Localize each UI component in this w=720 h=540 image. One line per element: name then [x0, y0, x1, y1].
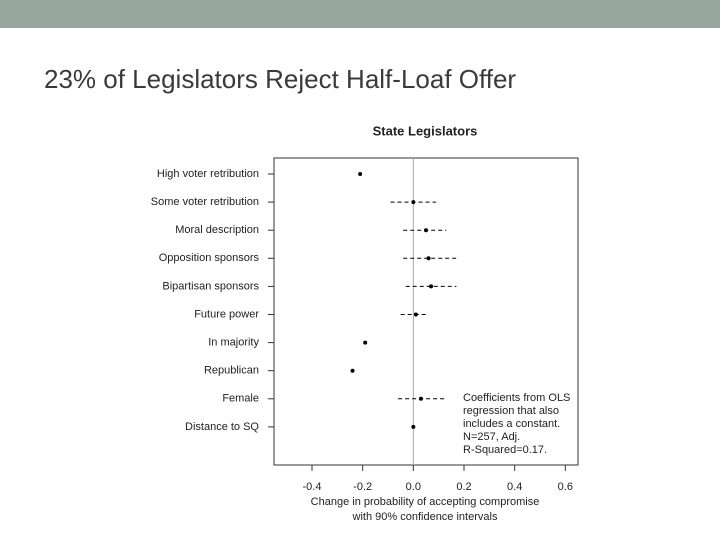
y-tick-label: Future power	[194, 308, 259, 320]
x-tick-label: 0.2	[456, 481, 471, 493]
y-tick-label: Bipartisan sponsors	[162, 280, 259, 292]
point-estimate	[429, 284, 434, 289]
x-tick-label: -0.2	[353, 481, 372, 493]
point-estimate	[411, 200, 416, 205]
point-estimate	[418, 396, 423, 401]
point-estimate	[424, 228, 428, 233]
slide-title: 23% of Legislators Reject Half-Loaf Offe…	[44, 64, 517, 94]
point-estimate	[363, 340, 368, 345]
header-bar	[0, 0, 720, 28]
y-tick-label: Opposition sponsors	[159, 252, 260, 264]
y-tick-label: Moral description	[175, 224, 259, 236]
annotation: includes a constant.	[463, 418, 560, 430]
point-estimate	[426, 256, 431, 261]
annotation: Coefficients from OLS	[463, 392, 570, 404]
x-axis-label: with 90% confidence intervals	[352, 511, 498, 523]
annotation: R-Squared=0.17.	[463, 444, 547, 456]
annotation: N=257, Adj.	[463, 431, 520, 443]
y-tick-label: Republican	[204, 365, 259, 377]
x-tick-label: 0.6	[558, 481, 573, 493]
y-tick-label: High voter retribution	[157, 168, 259, 180]
y-tick-label: Female	[222, 393, 259, 405]
annotation: regression that also	[463, 405, 559, 417]
y-tick-label: Distance to SQ	[185, 421, 259, 433]
point-estimate	[411, 424, 416, 429]
point-estimate	[358, 172, 363, 176]
y-tick-label: In majority	[208, 337, 259, 349]
x-tick-label: -0.4	[303, 481, 322, 493]
x-tick-label: 0.4	[507, 481, 522, 493]
point-estimate	[413, 312, 418, 317]
point-estimate	[350, 368, 355, 373]
y-tick-label: Some voter retribution	[151, 196, 259, 208]
chart-title: State Legislators	[373, 123, 478, 138]
x-axis-label: Change in probability of accepting compr…	[311, 496, 540, 508]
x-tick-label: 0.0	[406, 481, 421, 493]
plot-frame	[273, 157, 579, 466]
